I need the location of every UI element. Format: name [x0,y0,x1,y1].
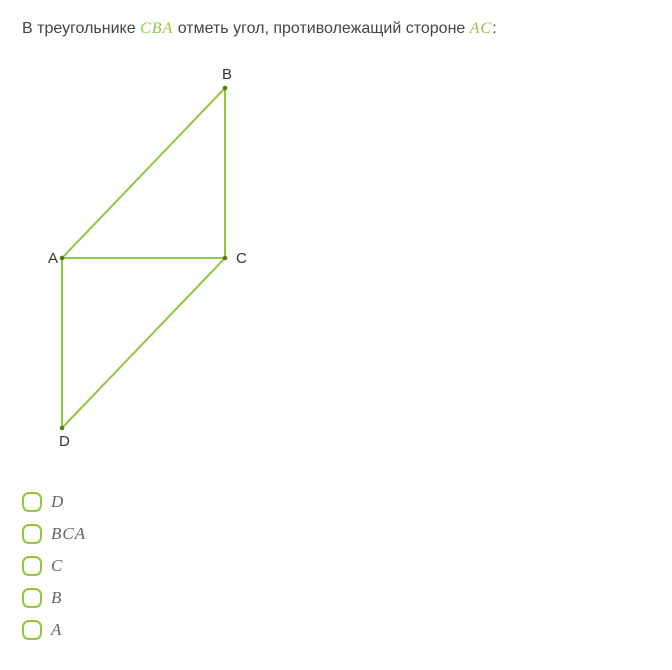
question-middle: отметь угол, противолежащий стороне [173,20,469,37]
edge-CD [62,258,225,428]
option-checkbox[interactable] [22,524,42,544]
option-row: D [22,492,650,512]
geometry-svg: A B C D [30,58,270,458]
vertex-label-A: A [48,250,58,267]
option-label: C [51,556,63,576]
option-label: A [51,620,62,640]
vertex-D [60,426,65,431]
option-row: C [22,556,650,576]
option-checkbox[interactable] [22,588,42,608]
option-checkbox[interactable] [22,556,42,576]
option-label: D [51,492,64,512]
option-checkbox[interactable] [22,492,42,512]
vertex-label-D: D [59,433,70,450]
question-side: AC [470,20,492,37]
vertex-C [223,256,228,261]
options-list: D BCA CBA [22,492,650,640]
vertex-B [223,86,228,91]
question-triangle: CBA [140,20,173,37]
question-suffix: : [492,20,496,37]
vertex-label-C: C [236,250,247,267]
option-label: B [51,588,62,608]
option-row: BCA [22,524,650,544]
question-prefix: В треугольнике [22,20,140,37]
question-text: В треугольнике CBA отметь угол, противол… [22,18,650,40]
vertex-label-B: B [222,66,232,83]
option-label: BCA [51,524,86,544]
option-row: B [22,588,650,608]
geometry-figure: A B C D [22,58,650,458]
vertex-A [60,256,65,261]
option-checkbox[interactable] [22,620,42,640]
option-row: A [22,620,650,640]
edge-AB [62,88,225,258]
